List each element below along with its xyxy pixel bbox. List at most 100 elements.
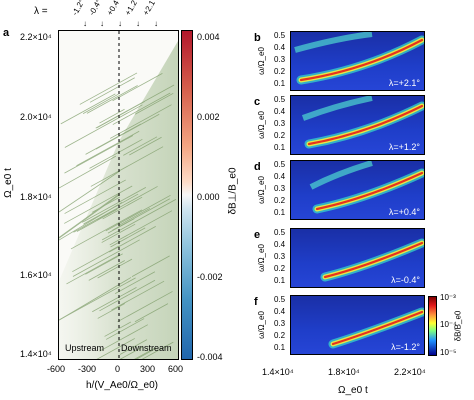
spec-colorbar-tick: 10⁻⁴ [440, 320, 457, 329]
wave-streak [117, 291, 173, 323]
lambda-tick-label: -1.2° [70, 0, 87, 18]
spectrogram-y-tick: 0.3 [274, 119, 286, 128]
wave-streak [135, 347, 157, 359]
panel-a-y-label: Ω_e0 t [2, 168, 14, 198]
lambda-arrow-icon: ↓ [118, 19, 122, 28]
spectrogram-lambda-label: λ=-0.4° [391, 275, 420, 285]
spectrogram-letter: d [254, 161, 261, 173]
wave-streak [82, 187, 147, 223]
spec-x-tick-label: 2.2×10⁴ [394, 367, 426, 377]
y-tick-label: 1.6×10⁴ [20, 270, 52, 280]
spectrogram-y-tick: 0.2 [274, 331, 286, 340]
colorbar-tick: 0.004 [197, 32, 220, 42]
spectrogram-y-tick: 0.4 [274, 43, 286, 52]
wave-streak [76, 130, 140, 167]
panel-a-colorbar [181, 30, 193, 360]
wave-streak [73, 207, 119, 233]
wave-streak [64, 179, 126, 214]
spectrogram-letter: f [254, 296, 258, 308]
wave-streak [89, 77, 135, 103]
x-tick-label: 0 [115, 364, 121, 374]
panel-a-x-label: h/(V_Ae0/Ω_e0) [86, 380, 158, 391]
spectrogram-band [320, 238, 424, 282]
x-tick-label: -600 [47, 364, 66, 374]
wave-streak [83, 193, 139, 225]
wave-streak [109, 210, 173, 246]
wave-streak [119, 339, 148, 355]
spec-colorbar-tick: 10⁻⁵ [440, 348, 457, 357]
spectrogram-b: λ=+2.1° [290, 31, 425, 91]
wave-streak [59, 194, 120, 239]
wave-streak [107, 218, 135, 234]
upstream-label: Upstream [65, 343, 105, 353]
wave-streak [101, 223, 136, 243]
wave-streak [102, 196, 143, 220]
spectrogram-y-label: ω/Ω_e0 [256, 311, 266, 339]
spectrogram-y-tick: 0.3 [274, 319, 286, 328]
wave-streak [59, 277, 136, 321]
wave-streak [72, 245, 120, 273]
wave-streak [104, 321, 132, 337]
spectrogram-band [294, 32, 424, 85]
lambda-tick-label: -0.4° [87, 0, 104, 18]
y-tick-label: 1.4×10⁴ [20, 349, 52, 359]
spectrogram-y-label: ω/Ω_e0 [256, 176, 266, 204]
spec-colorbar-label: δB/B_e0 [453, 310, 463, 342]
wave-streak [96, 101, 145, 129]
spectrogram-lambda-label: λ=+0.4° [388, 207, 420, 217]
spec-x-label: Ω_e0 t [338, 385, 368, 396]
spectrogram-y-tick: 0.1 [274, 343, 286, 352]
wave-streak [66, 254, 120, 285]
spec-colorbar-tick: 10⁻³ [440, 293, 456, 302]
wave-streak [59, 155, 117, 189]
lambda-arrow-icon: ↓ [136, 19, 140, 28]
wave-streak [64, 185, 133, 224]
wave-streak [72, 239, 140, 277]
spectrogram-y-tick: 0.4 [274, 172, 286, 181]
wave-streak [88, 260, 125, 281]
wave-streak [111, 280, 165, 311]
wave-streak [110, 227, 146, 248]
spectrogram-y-tick: 0.2 [274, 67, 286, 76]
spectrogram-band [328, 307, 424, 349]
x-tick-label: -300 [78, 364, 97, 374]
spectrogram-y-tick: 0.1 [274, 276, 286, 285]
lambda-title: λ = [34, 6, 48, 17]
colorbar-tick: -0.002 [197, 272, 223, 282]
wave-streak [59, 193, 120, 238]
spec-x-tick-label: 1.8×10⁴ [328, 367, 360, 377]
lambda-arrow-icon: ↓ [154, 19, 158, 28]
spectrogram-y-tick: 0.1 [274, 143, 286, 152]
wave-streak [134, 92, 174, 115]
colorbar-tick: -0.004 [197, 352, 223, 362]
downstream-label: Downstream [121, 343, 172, 353]
wave-streak [76, 208, 118, 232]
wave-streak [101, 199, 177, 241]
x-tick-label: 600 [168, 364, 184, 374]
wave-streak [92, 287, 137, 313]
colorbar-tick: 0.002 [197, 112, 220, 122]
spectrogram-y-tick: 0.3 [274, 55, 286, 64]
wave-streak [119, 346, 143, 359]
lambda-tick-label: +2.1° [141, 0, 159, 18]
spectrogram-y-label: ω/Ω_e0 [256, 111, 266, 139]
spectrogram-letter: b [254, 32, 261, 44]
wave-streak [95, 113, 160, 150]
spectrogram-y-tick: 0.2 [274, 264, 286, 273]
spectrogram-y-tick: 0.4 [274, 240, 286, 249]
spectrogram-y-tick: 0.4 [274, 307, 286, 316]
spectrogram-y-tick: 0.1 [274, 208, 286, 217]
y-tick-label: 1.8×10⁴ [20, 192, 52, 202]
panel-a-letter: a [3, 27, 10, 39]
wave-streak [114, 271, 156, 294]
spectrogram-y-tick: 0.3 [274, 252, 286, 261]
lambda-tick-label: +0.4° [105, 0, 123, 18]
wave-streak [99, 324, 148, 352]
spectrogram-lambda-label: λ=-1.2° [391, 342, 420, 352]
spectrogram-lambda-label: λ=+1.2° [388, 142, 420, 152]
spectrogram-y-tick: 0.5 [274, 31, 286, 40]
wave-streak [109, 226, 156, 253]
wave-streak [96, 338, 135, 359]
wave-streak [64, 135, 134, 174]
lambda-arrow-icon: ↓ [83, 19, 87, 28]
